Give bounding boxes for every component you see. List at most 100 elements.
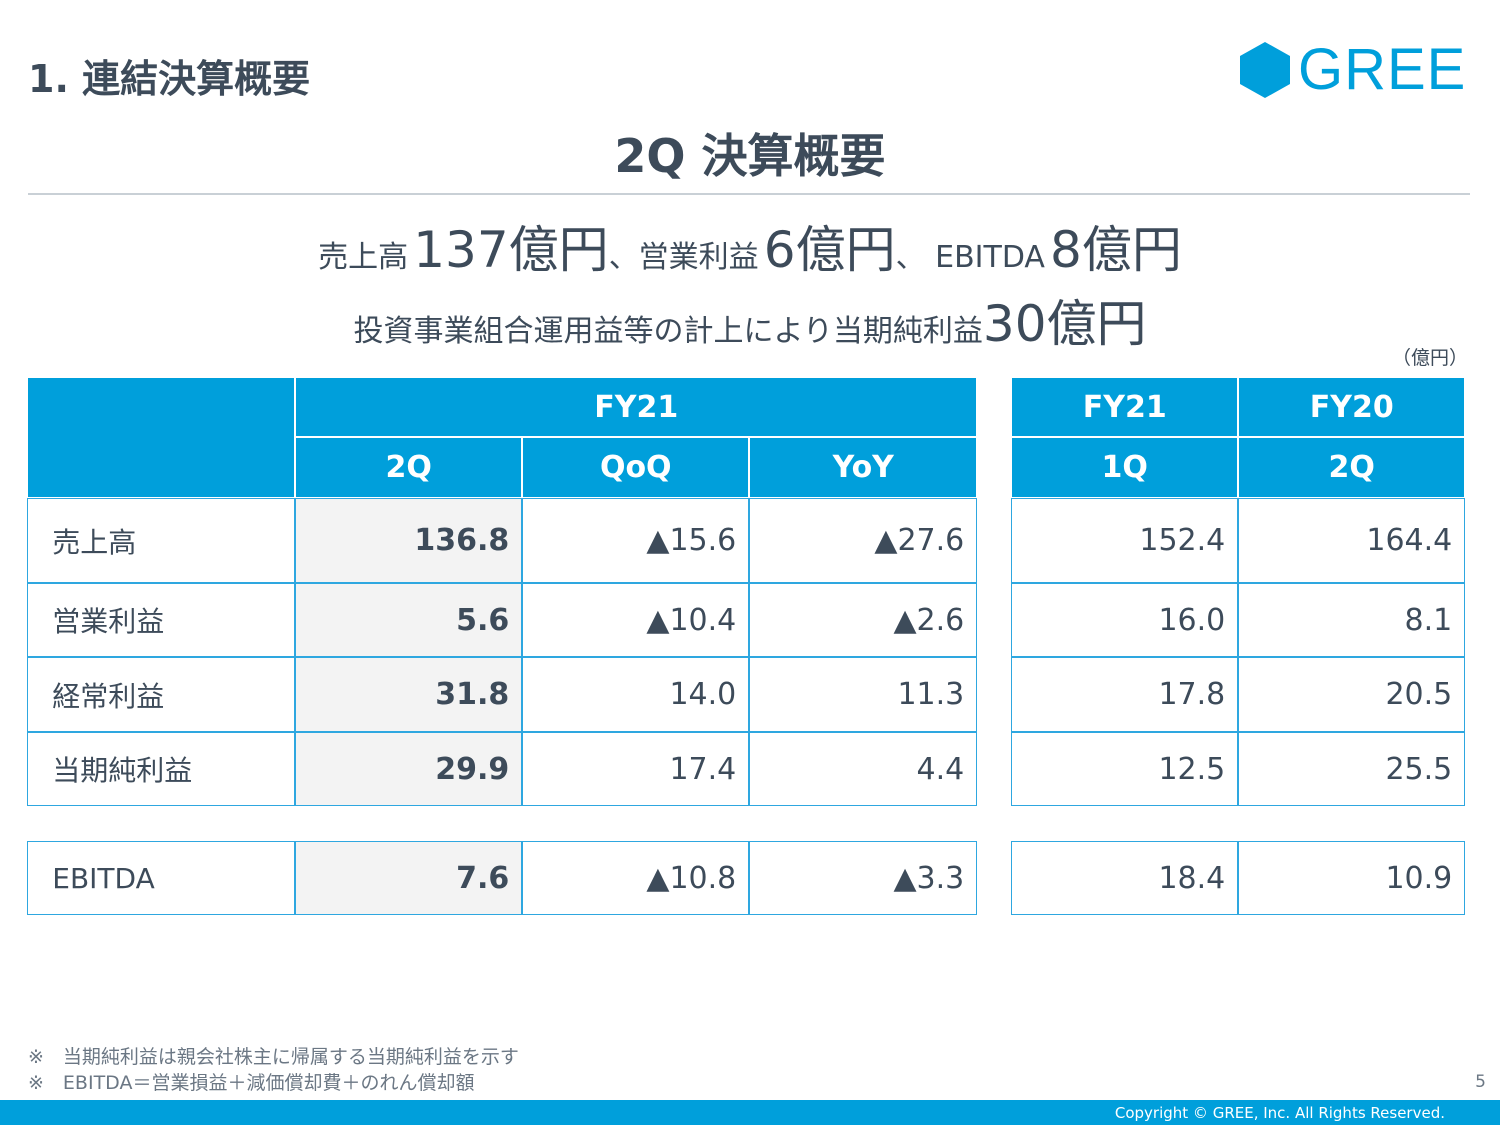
header-fy20: FY20 <box>1238 377 1466 438</box>
value-cell: 7.6 <box>295 841 523 916</box>
cell-text: 31.8 <box>435 677 510 713</box>
value-cell: ▲27.6 <box>749 498 978 584</box>
headline-1: 売上高 137億円、営業利益 6億円、 EBITDA 8億円 <box>0 210 1500 282</box>
section-title: 1. 連結決算概要 <box>28 57 311 101</box>
gree-logo: GREE <box>1240 36 1466 103</box>
cell-text: EBITDA <box>52 861 155 895</box>
cell-text: 152.4 <box>1139 523 1226 559</box>
row-label: EBITDA <box>27 841 296 916</box>
value-cell: ▲3.3 <box>749 841 978 916</box>
cell-text: FY20 <box>1309 389 1394 425</box>
value-cell: 29.9 <box>295 732 523 807</box>
value-cell: 152.4 <box>1011 498 1239 584</box>
cell-text: 136.8 <box>414 523 510 559</box>
cell-text: ▲2.6 <box>893 602 965 638</box>
value-cell: 4.4 <box>749 732 978 807</box>
value-cell: 5.6 <box>295 583 523 658</box>
headline-text: 投資事業組合運用益等の計上により当期純利益 <box>353 314 983 349</box>
cell-text: 10.9 <box>1385 860 1453 896</box>
value-cell: 136.8 <box>295 498 523 584</box>
value-cell: 164.4 <box>1238 498 1466 584</box>
main-title: 2Q 決算概要 <box>614 129 886 183</box>
value-cell: 10.9 <box>1238 841 1466 916</box>
value-cell: 18.4 <box>1011 841 1239 916</box>
row-label: 営業利益 <box>27 583 296 658</box>
headline-text: 売上高 <box>318 240 409 275</box>
headline-value: 8億円 <box>1050 221 1182 279</box>
cell-text: ▲27.6 <box>874 523 965 559</box>
subheader-cell: YoY <box>749 437 978 499</box>
value-cell: ▲2.6 <box>749 583 978 658</box>
row-label: 経常利益 <box>27 657 296 733</box>
cell-text: 8.1 <box>1404 602 1453 638</box>
headline-value: 137億円 <box>413 221 609 279</box>
headline-2: 投資事業組合運用益等の計上により当期純利益30億円 <box>0 284 1500 356</box>
footnote: ※ EBITDA＝営業損益＋減価償却費＋のれん償却額 <box>28 1072 475 1094</box>
value-cell: 25.5 <box>1238 732 1466 807</box>
cell-text: 11.3 <box>897 677 965 713</box>
value-cell: 17.8 <box>1011 657 1239 733</box>
value-cell: ▲10.8 <box>522 841 750 916</box>
footnotes: ※ 当期純利益は親会社株主に帰属する当期純利益を示す ※ EBITDA＝営業損益… <box>28 1044 519 1096</box>
value-cell: 14.0 <box>522 657 750 733</box>
cell-text: 29.9 <box>435 751 510 787</box>
value-cell: 31.8 <box>295 657 523 733</box>
value-cell: 8.1 <box>1238 583 1466 658</box>
subheader-cell: 1Q <box>1011 437 1239 499</box>
value-cell: 17.4 <box>522 732 750 807</box>
cell-text: 2Q <box>1328 450 1375 486</box>
value-cell: ▲15.6 <box>522 498 750 584</box>
cell-text: 12.5 <box>1158 751 1226 787</box>
cell-text: 17.8 <box>1158 677 1226 713</box>
subheader-cell: QoQ <box>522 437 750 499</box>
cell-text: ▲15.6 <box>646 523 737 559</box>
cell-text: QoQ <box>599 450 672 486</box>
row-label: 当期純利益 <box>27 732 296 807</box>
value-cell: 12.5 <box>1011 732 1239 807</box>
headline-text: 、 EBITDA <box>895 240 1045 275</box>
header-fy21: FY21 <box>295 377 978 438</box>
unit-label: （億円） <box>1391 347 1468 369</box>
header-fy21-right: FY21 <box>1011 377 1239 438</box>
cell-text: 経常利益 <box>52 679 165 713</box>
cell-text: 4.4 <box>916 751 965 787</box>
header-corner <box>27 377 296 499</box>
cell-text: ▲10.4 <box>646 602 737 638</box>
cell-text: 17.4 <box>669 751 737 787</box>
cell-text: 2Q <box>385 450 432 486</box>
cell-text: 18.4 <box>1158 860 1226 896</box>
cell-text: 5.6 <box>456 602 510 638</box>
cell-text: 7.6 <box>456 860 510 896</box>
cell-text: YoY <box>832 450 894 486</box>
cell-text: FY21 <box>1082 389 1167 425</box>
cell-text: FY21 <box>594 389 679 425</box>
value-cell: 11.3 <box>749 657 978 733</box>
subheader-cell: 2Q <box>1238 437 1466 499</box>
cell-text: 売上高 <box>52 525 137 559</box>
value-cell: ▲10.4 <box>522 583 750 658</box>
row-label: 売上高 <box>27 498 296 584</box>
logo-text: GREE <box>1298 37 1467 102</box>
cell-text: 16.0 <box>1158 602 1226 638</box>
headline-value: 6億円 <box>763 221 896 279</box>
headline-text: 、営業利益 <box>608 240 759 275</box>
hexagon-logo-icon <box>1240 41 1290 98</box>
cell-text: 25.5 <box>1385 751 1453 787</box>
cell-text: 14.0 <box>669 677 737 713</box>
value-cell: 16.0 <box>1011 583 1239 658</box>
value-cell: 20.5 <box>1238 657 1466 733</box>
divider <box>28 193 1470 195</box>
cell-text: 164.4 <box>1366 523 1453 559</box>
page-number: 5 <box>1475 1072 1486 1092</box>
cell-text: ▲3.3 <box>893 860 965 896</box>
cell-text: 当期純利益 <box>52 754 193 788</box>
cell-text: ▲10.8 <box>646 860 737 896</box>
cell-text: 営業利益 <box>52 605 165 639</box>
cell-text: 1Q <box>1101 450 1148 486</box>
footnote: ※ 当期純利益は親会社株主に帰属する当期純利益を示す <box>28 1046 519 1068</box>
footer-bar: Copyright © GREE, Inc. All Rights Reserv… <box>0 1100 1500 1125</box>
subheader-cell: 2Q <box>295 437 523 499</box>
cell-text: 20.5 <box>1385 677 1453 713</box>
headline-value: 30億円 <box>982 295 1147 353</box>
copyright: Copyright © GREE, Inc. All Rights Reserv… <box>1114 1104 1445 1122</box>
